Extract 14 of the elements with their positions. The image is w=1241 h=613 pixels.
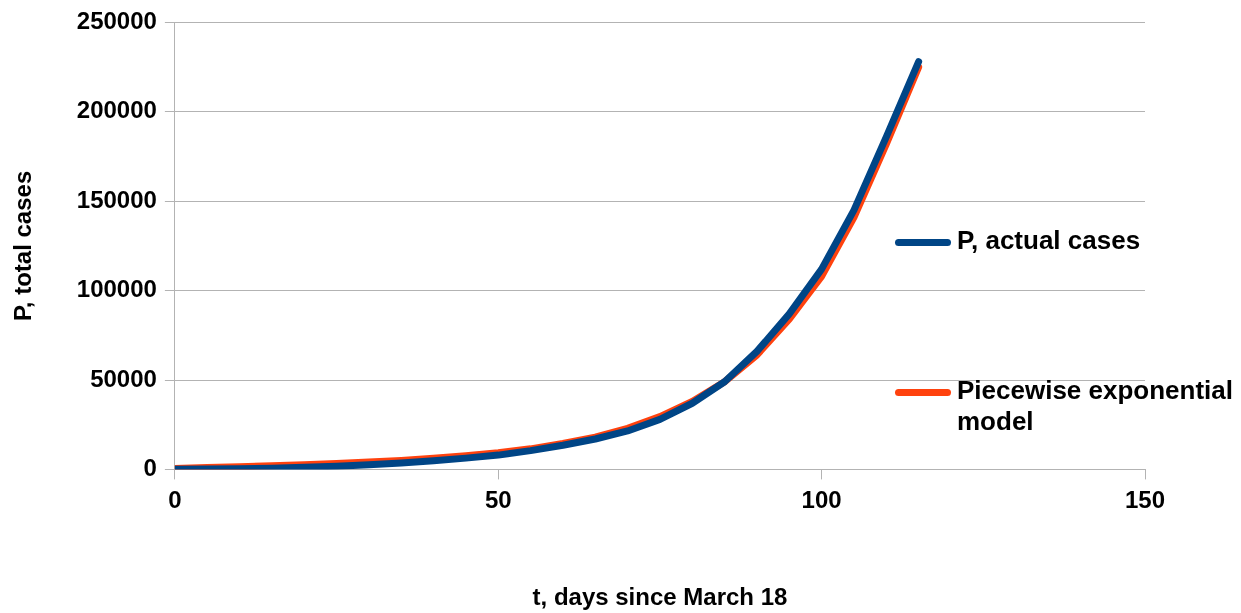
legend-label: P, actual cases <box>957 225 1141 256</box>
x-tick-label: 0 <box>168 486 182 514</box>
y-axis-title: P, total cases <box>9 170 37 322</box>
x-tick-label: 100 <box>801 486 842 514</box>
x-tick-label: 50 <box>484 486 512 514</box>
y-tick-label: 150000 <box>76 185 157 213</box>
y-tick-label: 0 <box>143 454 157 482</box>
y-tick-label: 200000 <box>76 96 157 124</box>
y-tick-label: 250000 <box>76 7 157 35</box>
x-axis-title: t, days since March 18 <box>532 583 788 611</box>
y-tick-label: 100000 <box>76 275 157 303</box>
legend-label: Piecewise exponential model <box>957 375 1234 437</box>
y-tick-label: 50000 <box>90 364 157 392</box>
x-tick-label: 150 <box>1124 486 1166 514</box>
